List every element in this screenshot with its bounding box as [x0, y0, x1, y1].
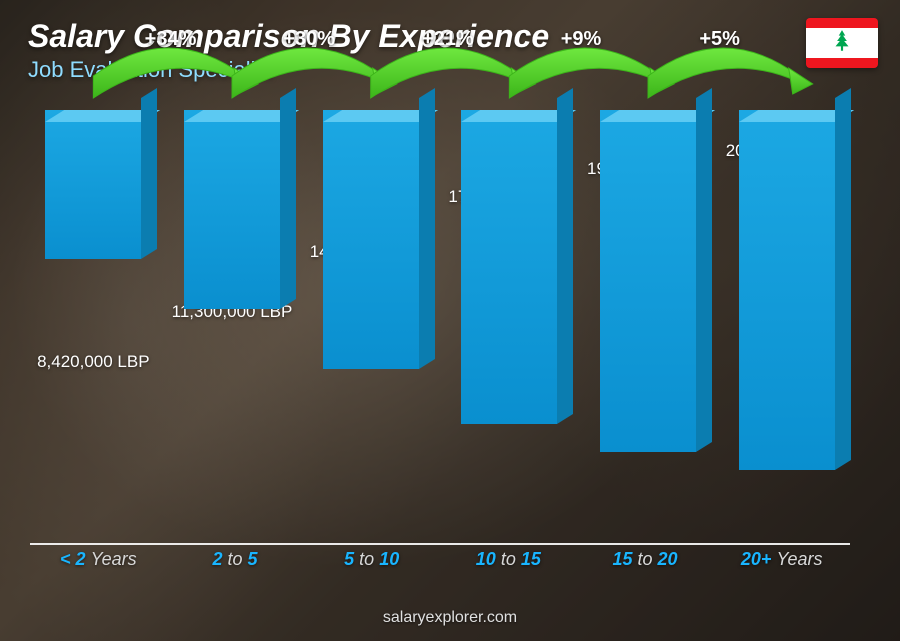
- flag-stripe-middle: [806, 28, 878, 58]
- bump-label: +5%: [699, 28, 740, 51]
- bar-wrap: 8,420,000 LBP: [30, 110, 157, 543]
- bar: [461, 110, 557, 424]
- bar-front: [739, 110, 835, 470]
- bar-side: [835, 88, 851, 470]
- flag-stripe-bottom: [806, 58, 878, 68]
- x-axis-label: 15 to 20: [577, 545, 714, 571]
- flag-stripe-top: [806, 18, 878, 28]
- bar: [600, 110, 696, 452]
- footer-attribution: salaryexplorer.com: [0, 609, 900, 627]
- bar-front: [323, 110, 419, 369]
- bar-side: [141, 88, 157, 259]
- bar-front: [600, 110, 696, 452]
- cedar-tree-icon: [829, 28, 855, 58]
- bar-side: [280, 88, 296, 309]
- x-axis-label: 5 to 10: [303, 545, 440, 571]
- title-subtitle: Job Evaluation Specialist: [28, 57, 549, 83]
- bar: [323, 110, 419, 369]
- x-axis-label: 2 to 5: [167, 545, 304, 571]
- bar: [45, 110, 141, 259]
- bar-side: [419, 88, 435, 369]
- x-axis-label: < 2 Years: [30, 545, 167, 571]
- x-axis-label: 10 to 15: [440, 545, 577, 571]
- bar: [184, 110, 280, 309]
- bar-front: [184, 110, 280, 309]
- bar-side: [557, 88, 573, 424]
- bar-wrap: 17,800,000 LBP: [446, 110, 573, 543]
- flag-lebanon: [806, 18, 878, 68]
- x-axis: < 2 Years2 to 55 to 1010 to 1515 to 2020…: [30, 543, 850, 571]
- bar-chart: 8,420,000 LBP 11,300,000 LBP14,700,000 LB…: [30, 110, 850, 571]
- infographic-stage: Salary Comparison By Experience Job Eval…: [0, 0, 900, 641]
- bar: [739, 110, 835, 470]
- bump-label: +9%: [561, 28, 602, 51]
- bump-label: +30%: [283, 28, 335, 51]
- bar-wrap: 14,700,000 LBP: [307, 110, 434, 543]
- bump-label: +21%: [422, 28, 474, 51]
- bar-front: [461, 110, 557, 424]
- bars-container: 8,420,000 LBP 11,300,000 LBP14,700,000 LB…: [30, 110, 850, 543]
- bar-side: [696, 88, 712, 452]
- x-axis-label: 20+ Years: [713, 545, 850, 571]
- bump-label: +34%: [145, 28, 197, 51]
- bar-value-label: 8,420,000 LBP: [37, 352, 149, 372]
- bar-wrap: 20,400,000 LBP: [723, 110, 850, 543]
- bar-wrap: 11,300,000 LBP: [169, 110, 296, 543]
- bar-front: [45, 110, 141, 259]
- bar-wrap: 19,400,000 LBP: [585, 110, 712, 543]
